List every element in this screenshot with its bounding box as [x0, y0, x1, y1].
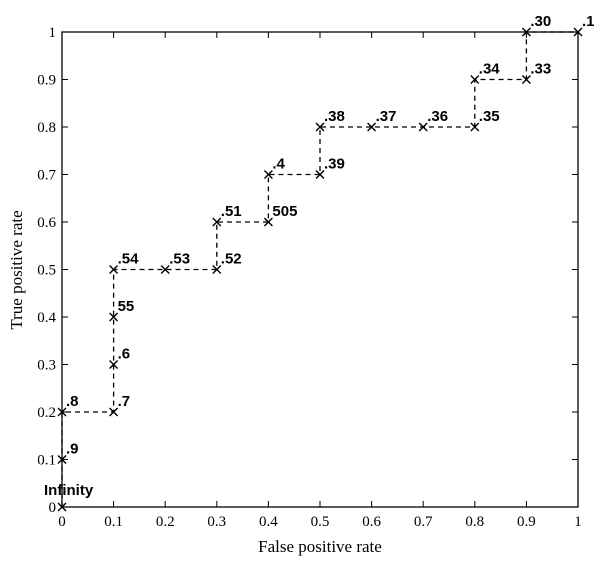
roc-point-marker	[160, 265, 170, 274]
roc-point-label: 55	[118, 298, 135, 315]
x-tick-label: 0.4	[259, 514, 278, 530]
roc-point-marker	[521, 75, 531, 84]
roc-point-label: .30	[530, 13, 551, 30]
y-tick-label: 0.6	[37, 215, 56, 231]
roc-point-label: .38	[324, 108, 345, 125]
roc-point-label: .37	[376, 108, 397, 125]
y-tick-label: 0.3	[37, 358, 56, 374]
roc-point-label: .33	[530, 61, 551, 78]
roc-point-marker	[57, 502, 67, 512]
y-tick-label: 0.8	[37, 120, 56, 136]
roc-point-label: .9	[66, 441, 79, 458]
x-tick-label: 0.7	[414, 514, 433, 530]
roc-point-marker	[470, 122, 480, 132]
roc-point-label: .34	[479, 61, 501, 78]
roc-point-marker	[315, 170, 325, 179]
roc-point-marker	[367, 122, 377, 132]
y-axis-title: True positive rate	[7, 210, 26, 329]
roc-point-marker	[521, 27, 531, 37]
roc-point-marker	[315, 122, 325, 132]
y-tick-label: 0.9	[37, 73, 56, 89]
x-tick-label: 0	[58, 514, 66, 530]
roc-point-marker	[212, 265, 222, 274]
x-tick-label: 0.2	[156, 514, 175, 530]
roc-point-label: .54	[118, 251, 140, 268]
x-tick-label: 0.6	[362, 514, 381, 530]
roc-point-label: .6	[118, 346, 131, 363]
x-tick-label: 1	[574, 514, 582, 530]
roc-point-label: .52	[221, 251, 242, 268]
y-tick-label: 0.4	[37, 310, 56, 326]
roc-curve-line	[61, 31, 578, 507]
y-tick-label: 0.5	[37, 263, 56, 279]
y-tick-label: 0	[49, 500, 57, 516]
roc-point-marker	[418, 122, 428, 132]
x-tick-label: 0.1	[104, 514, 123, 530]
roc-point-label: .36	[427, 108, 448, 125]
roc-point-marker	[57, 407, 67, 417]
roc-point-marker	[470, 75, 480, 84]
roc-point-label: 505	[272, 203, 297, 220]
roc-point-label: .53	[169, 251, 190, 268]
roc-point-marker	[109, 360, 119, 369]
roc-point-label: .35	[479, 108, 500, 125]
x-tick-label: 0.9	[517, 514, 536, 530]
roc-point-marker	[57, 455, 67, 464]
roc-point-label: .7	[118, 393, 131, 410]
y-tick-label: 1	[49, 25, 57, 41]
x-axis-title: False positive rate	[258, 537, 382, 556]
roc-point-label: .39	[324, 156, 345, 173]
x-tick-label: 0.3	[207, 514, 226, 530]
roc-point-marker	[109, 407, 119, 417]
y-tick-label: 0.7	[37, 168, 56, 184]
roc-point-marker	[263, 217, 273, 227]
roc-point-label: .1	[582, 13, 595, 30]
roc-point-label: .4	[272, 156, 285, 173]
roc-point-marker	[212, 217, 222, 227]
roc-point-label: .51	[221, 203, 242, 220]
y-tick-label: 0.2	[37, 405, 56, 421]
roc-point-marker	[573, 27, 583, 37]
roc-point-marker	[109, 312, 119, 322]
roc-point-marker	[263, 170, 273, 179]
plot-frame	[61, 31, 579, 508]
x-tick-label: 0.5	[311, 514, 330, 530]
roc-point-label: Infinity	[44, 482, 94, 499]
roc-point-label: .8	[66, 393, 79, 410]
roc-point-marker	[109, 265, 119, 274]
x-tick-label: 0.8	[465, 514, 484, 530]
y-tick-label: 0.1	[37, 453, 56, 469]
